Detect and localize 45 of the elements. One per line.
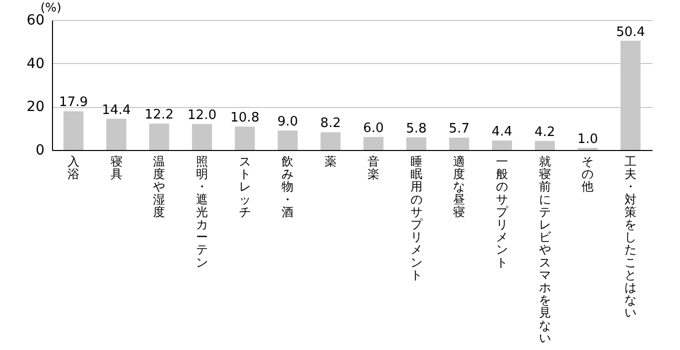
data-label: 5.7 — [448, 122, 470, 137]
category-label: 工夫・対策をしたことはない — [624, 154, 637, 320]
x-tick-label: 適度な昼寝 — [453, 154, 466, 219]
data-label: 4.4 — [492, 124, 512, 140]
bar — [149, 124, 170, 150]
x-tick-label: 入浴 — [67, 154, 80, 182]
x-tick-label: 寝具 — [110, 154, 122, 182]
category-label: 睡眠用のサプリメント — [410, 154, 422, 282]
bar — [492, 140, 512, 150]
bar — [63, 111, 84, 150]
bar — [234, 126, 255, 150]
x-tick-label: ストレッチ — [238, 154, 251, 219]
data-label: 4.2 — [534, 124, 556, 140]
bar — [192, 124, 212, 150]
bar — [406, 137, 426, 150]
data-label: 9.0 — [277, 114, 298, 130]
bar — [449, 138, 470, 150]
y-tick-label: 0 — [36, 142, 44, 158]
data-label: 1.0 — [577, 132, 598, 147]
data-label: 12.2 — [144, 108, 174, 123]
y-axis-title: (%) — [40, 0, 62, 14]
bar — [278, 130, 298, 150]
bar — [534, 140, 555, 150]
bar — [363, 137, 384, 150]
x-tick-label: 温度や湿度 — [153, 154, 166, 219]
data-label: 8.2 — [320, 116, 341, 132]
x-tick-label: 薬 — [324, 154, 337, 168]
x-tick-label: その他 — [582, 154, 594, 194]
data-label: 50.4 — [616, 24, 646, 40]
bar — [106, 118, 126, 150]
y-tick-label: 40 — [26, 56, 44, 72]
bar — [320, 132, 341, 150]
category-label: 就寝前にテレビやスマホを見ない — [538, 154, 551, 345]
category-label: 照明・遮光カーテン — [196, 154, 208, 270]
data-label: 14.4 — [102, 102, 131, 118]
data-label: 10.8 — [230, 110, 260, 126]
y-tick-label: 20 — [26, 99, 44, 116]
y-tick-label: 60 — [26, 12, 44, 28]
data-label: 12.0 — [188, 108, 216, 123]
x-tick-label: 飲み物・酒 — [282, 154, 294, 219]
data-label: 5.8 — [406, 121, 427, 136]
data-label: 17.9 — [58, 95, 88, 110]
category-label: 一般のサプリメント — [496, 154, 508, 270]
x-tick-label: 音楽 — [367, 154, 380, 182]
data-label: 6.0 — [363, 121, 384, 136]
